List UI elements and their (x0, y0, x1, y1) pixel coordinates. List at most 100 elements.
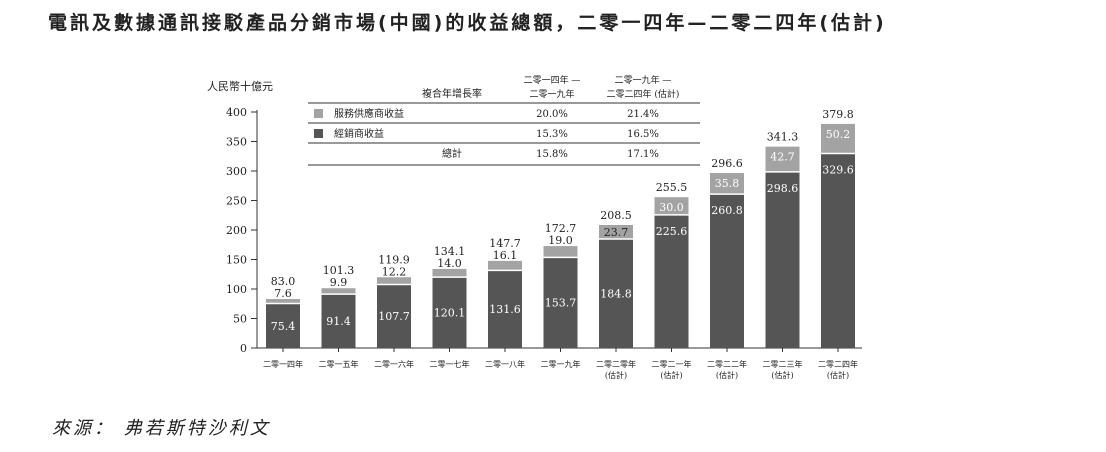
data-label-distributor: 120.1 (434, 307, 466, 320)
bar-service-provider-revenue (321, 288, 356, 295)
legend-row-label: 總計 (442, 147, 462, 160)
y-tick-label: 100 (226, 283, 247, 296)
data-label-distributor: 184.8 (600, 287, 632, 300)
y-tick-label: 250 (226, 195, 247, 208)
data-label-total: 119.9 (378, 253, 410, 266)
x-tick-label: 二零一七年 (430, 359, 470, 369)
data-label-service-provider: 42.7 (770, 151, 795, 164)
legend-cagr-value: 15.3% (536, 129, 568, 140)
y-tick-label: 50 (233, 313, 247, 326)
data-label-service-provider: 35.8 (715, 177, 740, 190)
bar-service-provider-revenue (654, 197, 689, 215)
x-tick-label: 二零一六年 (374, 359, 414, 369)
x-tick-label: (估計) (660, 370, 682, 380)
x-tick-label: 二零二三年 (763, 359, 803, 369)
legend-column-header: 二零一九年 — (615, 74, 672, 86)
data-label-distributor: 91.4 (326, 315, 351, 328)
legend-column-header: 二零一四年 — (524, 74, 581, 86)
data-label-total: 296.6 (711, 157, 743, 170)
bar-distributor-revenue (821, 153, 855, 348)
x-tick-label: 二零二二年 (707, 359, 747, 369)
legend-column-header: 二零一九年 (529, 88, 574, 100)
bar-distributor-revenue (765, 171, 800, 348)
data-label-total: 341.3 (767, 131, 799, 144)
bar-distributor-revenue (266, 303, 300, 348)
data-label-service-provider: 7.6 (274, 287, 292, 300)
x-tick-label: (估計) (716, 370, 738, 380)
bar-distributor-revenue (321, 294, 356, 348)
bar-distributor-revenue (710, 194, 744, 348)
legend-swatch-distributor (314, 129, 323, 138)
data-label-distributor: 75.4 (271, 320, 296, 333)
data-label-total: 134.1 (434, 245, 466, 258)
bar-service-provider-revenue (543, 246, 578, 258)
data-label-distributor: 153.7 (545, 297, 577, 310)
bar-distributor-revenue (654, 214, 689, 348)
data-label-service-provider: 19.0 (548, 234, 573, 247)
x-tick-label: 二零二零年 (596, 359, 636, 369)
source-note: 來源： 弗若斯特沙利文 (52, 418, 271, 439)
bar-distributor-revenue (432, 277, 467, 348)
bar-service-provider-revenue (821, 123, 855, 154)
y-tick-label: 0 (240, 342, 247, 355)
bar-service-provider-revenue (377, 277, 411, 285)
data-label-total: 147.7 (489, 237, 521, 250)
data-label-service-provider: 30.0 (659, 201, 684, 214)
bar-distributor-revenue (377, 284, 411, 348)
bar-service-provider-revenue (765, 146, 800, 172)
bar-service-provider-revenue (488, 260, 522, 271)
data-label-service-provider: 16.1 (493, 249, 518, 262)
bar-distributor-revenue (599, 238, 633, 348)
data-label-total: 255.5 (656, 181, 688, 194)
x-tick-label: (估計) (605, 370, 627, 380)
x-tick-label: 二零二四年 (818, 359, 858, 369)
data-label-distributor: 298.6 (767, 182, 799, 195)
data-label-distributor: 260.8 (711, 204, 743, 217)
data-label-service-provider: 50.2 (826, 128, 851, 141)
x-tick-label: 二零一九年 (541, 359, 581, 369)
chart-title: 電訊及數據通訊接駁產品分銷市場(中國)的收益總額，二零一四年—二零二四年(估計) (48, 12, 887, 34)
y-tick-label: 150 (226, 254, 247, 267)
y-tick-label: 350 (226, 136, 247, 149)
y-axis-title: 人民幣十億元 (207, 79, 273, 93)
x-tick-label: 二零一五年 (319, 359, 359, 369)
legend-cagr-value: 15.8% (536, 149, 568, 160)
bar-distributor-revenue (543, 257, 578, 348)
bar-service-provider-revenue (266, 299, 300, 304)
legend-row-label: 服務供應商收益 (334, 107, 404, 120)
bar-service-provider-revenue (710, 173, 744, 195)
legend-table-header: 複合年增長率 (422, 87, 482, 100)
bar-service-provider-revenue (432, 268, 467, 278)
x-tick-label: 二零一四年 (263, 359, 303, 369)
data-label-service-provider: 23.7 (604, 226, 629, 239)
legend-column-header: 二零二四年 (估計) (607, 88, 680, 100)
legend-cagr-value: 20.0% (536, 109, 568, 120)
legend-cagr-value: 21.4% (627, 109, 659, 120)
data-label-distributor: 107.7 (378, 310, 410, 323)
data-label-distributor: 225.6 (656, 225, 688, 238)
legend-swatch-service-provider (314, 109, 323, 118)
x-tick-label: 二零二一年 (652, 359, 692, 369)
data-label-total: 101.3 (323, 264, 355, 277)
data-label-service-provider: 9.9 (330, 276, 348, 289)
legend-cagr-value: 17.1% (627, 149, 659, 160)
y-tick-label: 300 (226, 165, 247, 178)
data-label-distributor: 131.6 (489, 303, 521, 316)
legend-cagr-value: 16.5% (627, 129, 659, 140)
data-label-total: 83.0 (271, 275, 296, 288)
legend-row-label: 經銷商收益 (334, 127, 384, 140)
data-label-distributor: 329.6 (822, 164, 854, 177)
data-label-total: 172.7 (545, 222, 577, 235)
x-tick-label: (估計) (771, 370, 793, 380)
bar-distributor-revenue (488, 270, 522, 348)
y-tick-label: 200 (226, 224, 247, 237)
data-label-service-provider: 14.0 (437, 257, 462, 270)
y-tick-label: 400 (226, 106, 247, 119)
bar-service-provider-revenue (599, 224, 633, 239)
x-tick-label: (估計) (827, 370, 849, 380)
data-label-total: 379.8 (822, 108, 854, 121)
data-label-service-provider: 12.2 (382, 265, 407, 278)
data-label-total: 208.5 (600, 209, 632, 222)
x-tick-label: 二零一八年 (485, 359, 525, 369)
